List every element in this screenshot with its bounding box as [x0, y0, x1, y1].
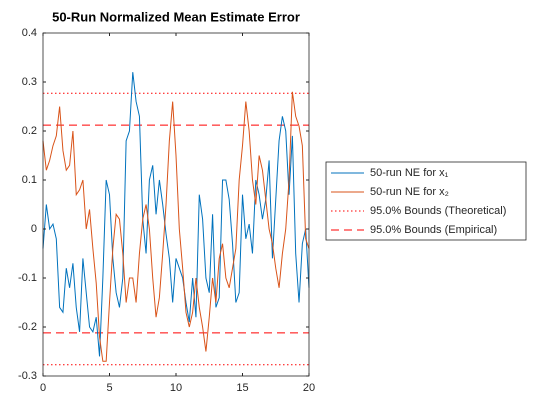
y-tick-label: 0.1 [22, 174, 37, 186]
legend-label: 95.0% Bounds (Empirical) [370, 224, 497, 236]
y-tick-label: -0.2 [18, 321, 37, 333]
y-tick-label: 0.3 [22, 76, 37, 88]
y-tick-label: -0.1 [18, 272, 37, 284]
y-tick-label: 0 [31, 223, 37, 235]
y-tick-label: 0.2 [22, 125, 37, 137]
chart-title: 50-Run Normalized Mean Estimate Error [52, 9, 300, 24]
legend-label: 95.0% Bounds (Theoretical) [370, 205, 506, 217]
x-tick-label: 5 [106, 382, 112, 394]
x-tick-label: 20 [303, 382, 315, 394]
legend-label: 50-run NE for x₂ [370, 186, 449, 198]
legend-box [325, 161, 527, 241]
legend-label: 50-run NE for x₁ [370, 167, 449, 179]
series-line [42, 91, 310, 362]
y-tick-label: 0.4 [22, 27, 37, 39]
x-tick-label: 10 [170, 382, 182, 394]
x-tick-label: 0 [40, 382, 46, 394]
x-tick-label: 15 [236, 382, 248, 394]
y-tick-label: -0.3 [18, 370, 37, 382]
series-line [42, 72, 310, 357]
